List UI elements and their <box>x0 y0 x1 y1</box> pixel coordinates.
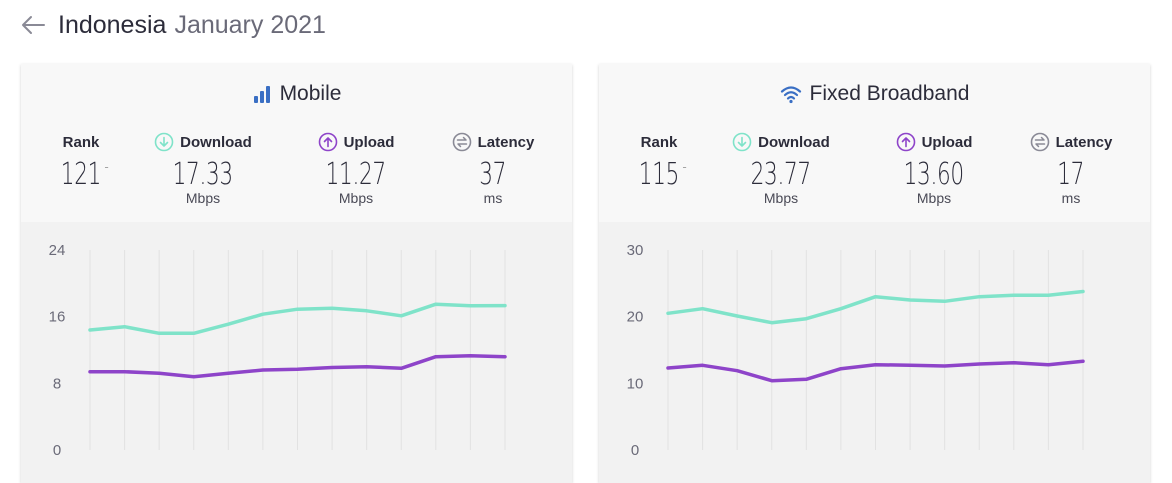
rank-number: 115 <box>638 157 680 192</box>
wifi-icon <box>780 86 801 104</box>
upload-unit: Mbps <box>916 190 952 206</box>
latency-label-row: Latency <box>433 132 553 152</box>
rank-value: 115- <box>638 157 687 192</box>
fixed-rank: Rank 115- <box>599 132 719 192</box>
mobile-download: Download 17.33 Mbps <box>143 132 263 206</box>
upload-label-row: Upload <box>874 132 994 152</box>
fixed-latency: Latency 17 ms <box>1011 132 1131 206</box>
download-value: 23.77 <box>750 157 812 192</box>
download-label-row: Download <box>721 132 841 152</box>
y-tick-label: 20 <box>627 309 644 326</box>
y-tick-label: 0 <box>53 442 61 459</box>
upload-series-line <box>88 354 507 379</box>
upload-unit: Mbps <box>338 190 374 206</box>
back-arrow-icon[interactable] <box>20 14 46 36</box>
page-title-date: January 2021 <box>174 10 326 39</box>
mobile-summary: Mobile Rank 121- Download 17.33 Mbps <box>21 64 572 222</box>
latency-label-row: Latency <box>1011 132 1131 152</box>
upload-series-line <box>666 359 1085 383</box>
rank-label: Rank <box>62 133 100 151</box>
download-series-line <box>666 289 1085 325</box>
mobile-card-title: Mobile <box>21 80 572 108</box>
latency-label: Latency <box>1055 133 1113 151</box>
upload-arrow-icon <box>896 132 915 152</box>
fixed-download: Download 23.77 Mbps <box>721 132 841 206</box>
signal-bars-icon <box>253 86 270 103</box>
latency-unit: ms <box>483 190 503 206</box>
mobile-card: Mobile Rank 121- Download 17.33 Mbps <box>21 64 572 483</box>
upload-label: Upload <box>343 133 395 151</box>
y-tick-label: 10 <box>627 375 644 392</box>
upload-label-row: Upload <box>296 132 416 152</box>
mobile-speed-chart: 0 8 16 24 <box>49 242 507 459</box>
mobile-latency: Latency 37 ms <box>433 132 553 206</box>
download-series-line <box>88 302 507 336</box>
upload-arrow-icon <box>318 132 337 152</box>
y-tick-label: 16 <box>49 309 66 326</box>
latency-value: 37 <box>479 157 507 192</box>
download-arrow-icon <box>154 132 174 152</box>
rank-label: Rank <box>640 133 678 151</box>
rank-change: - <box>682 159 687 175</box>
download-label-row: Download <box>143 132 263 152</box>
y-tick-label: 24 <box>49 242 66 259</box>
download-label: Download <box>180 133 252 151</box>
fixed-title-text: Fixed Broadband <box>809 82 970 105</box>
rank-change: - <box>104 159 109 175</box>
latency-icon <box>1030 132 1049 152</box>
mobile-upload: Upload 11.27 Mbps <box>296 132 416 206</box>
fixed-summary: Fixed Broadband Rank 115- Download 23.77… <box>599 64 1150 222</box>
upload-value: 11.27 <box>325 157 387 192</box>
y-tick-label: 30 <box>627 242 644 259</box>
mobile-rank: Rank 121- <box>21 132 141 192</box>
download-value: 17.33 <box>172 157 234 192</box>
download-label: Download <box>758 133 830 151</box>
rank-number: 121 <box>60 157 102 192</box>
rank-value: 121- <box>60 157 109 192</box>
upload-label: Upload <box>921 133 973 151</box>
fixed-speed-chart: 0 10 20 30 <box>627 242 1085 459</box>
download-unit: Mbps <box>185 190 221 206</box>
fixed-card-title: Fixed Broadband <box>599 80 1150 108</box>
latency-value: 17 <box>1057 157 1085 192</box>
page-title-country: Indonesia <box>58 10 167 39</box>
y-tick-label: 8 <box>53 375 61 392</box>
mobile-title-text: Mobile <box>279 82 342 105</box>
upload-value: 13.60 <box>903 157 965 192</box>
latency-label: Latency <box>477 133 535 151</box>
latency-unit: ms <box>1061 190 1081 206</box>
fixed-broadband-card: Fixed Broadband Rank 115- Download 23.77… <box>599 64 1150 483</box>
y-tick-label: 0 <box>631 442 639 459</box>
fixed-upload: Upload 13.60 Mbps <box>874 132 994 206</box>
download-unit: Mbps <box>763 190 799 206</box>
latency-icon <box>452 132 471 152</box>
page-header: Indonesia January 2021 <box>20 8 326 42</box>
download-arrow-icon <box>732 132 752 152</box>
